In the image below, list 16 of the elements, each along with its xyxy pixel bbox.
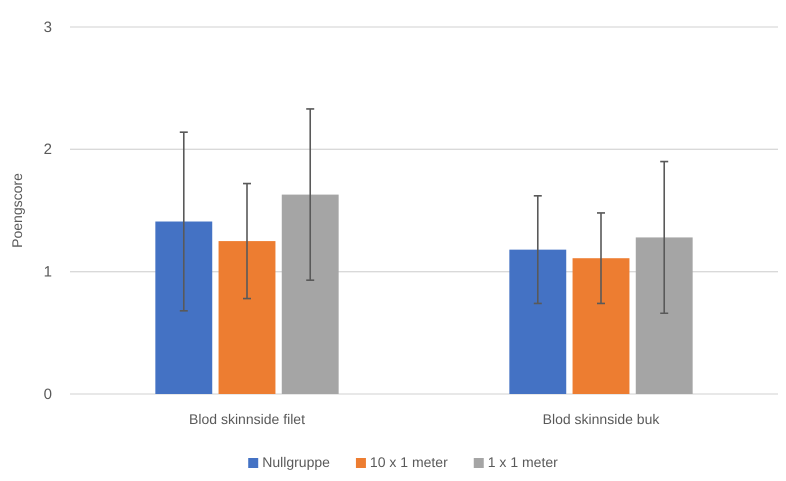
legend-label: 10 x 1 meter <box>370 454 448 470</box>
legend-label: Nullgruppe <box>262 454 330 470</box>
x-tick-label: Blod skinnside filet <box>189 410 306 427</box>
legend-label: 1 x 1 meter <box>488 454 558 470</box>
bar <box>572 258 630 394</box>
y-tick-label: 2 <box>44 141 52 158</box>
y-tick-label: 0 <box>44 386 52 403</box>
bar <box>509 250 566 394</box>
bar <box>282 194 339 394</box>
bar <box>636 237 693 394</box>
y-axis-title: Poengscore <box>9 172 25 248</box>
x-tick-label: Blod skinnside buk <box>542 410 660 427</box>
bar <box>155 222 212 394</box>
bar <box>218 241 276 394</box>
y-tick-label: 3 <box>44 18 52 36</box>
y-tick-label: 1 <box>44 263 52 280</box>
